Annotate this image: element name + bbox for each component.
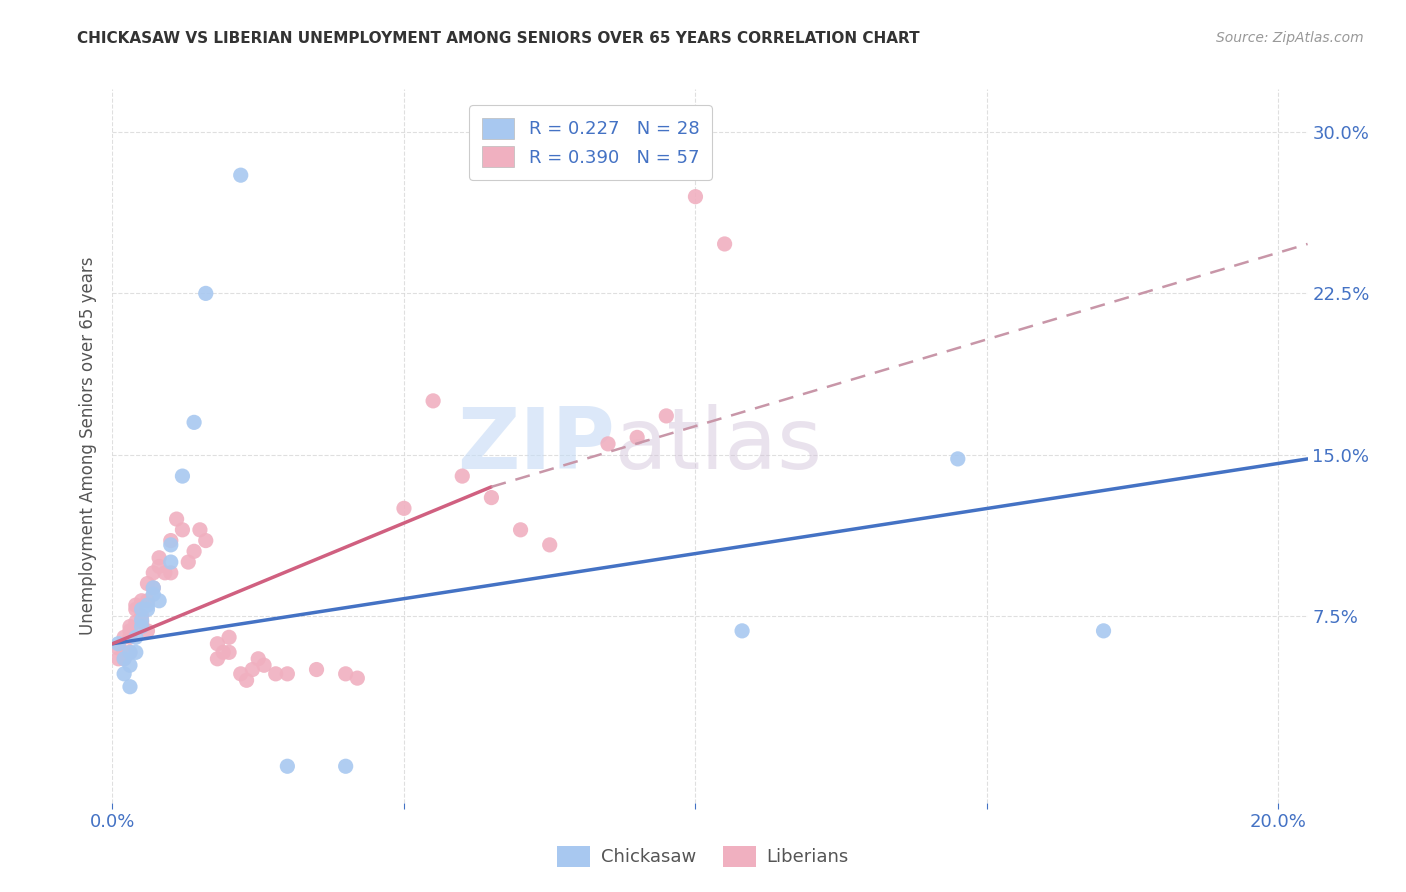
Point [212, 645, 235, 659]
Point [207, 637, 229, 651]
Point [136, 576, 159, 591]
Point [136, 593, 159, 607]
Point [207, 652, 229, 666]
Point [131, 593, 153, 607]
Point [153, 566, 176, 580]
Point [713, 236, 735, 251]
Point [655, 409, 678, 423]
Text: atlas: atlas [614, 404, 823, 488]
Point [125, 598, 148, 612]
Point [218, 645, 240, 659]
Point [142, 581, 165, 595]
Point [596, 437, 619, 451]
Point [112, 630, 135, 644]
Point [142, 566, 165, 580]
Point [335, 666, 357, 681]
Point [131, 602, 153, 616]
Point [731, 624, 754, 638]
Point [346, 671, 368, 685]
Point [183, 544, 205, 558]
Point [509, 523, 531, 537]
Point [118, 645, 141, 659]
Point [118, 630, 141, 644]
Point [172, 523, 194, 537]
Point [118, 658, 141, 673]
Point [626, 430, 648, 444]
Point [172, 469, 194, 483]
Point [253, 658, 276, 673]
Point [276, 759, 298, 773]
Point [229, 666, 252, 681]
Point [131, 615, 153, 630]
Point [159, 566, 181, 580]
Point [229, 168, 252, 182]
Point [118, 624, 141, 638]
Point [247, 652, 270, 666]
Point [538, 538, 561, 552]
Point [194, 286, 217, 301]
Point [112, 652, 135, 666]
Point [242, 663, 264, 677]
Point [136, 624, 159, 638]
Point [148, 593, 170, 607]
Point [148, 550, 170, 565]
Point [125, 615, 148, 630]
Point [148, 559, 170, 574]
Point [142, 581, 165, 595]
Point [335, 759, 357, 773]
Point [107, 652, 129, 666]
Point [305, 663, 328, 677]
Point [131, 613, 153, 627]
Point [112, 666, 135, 681]
Point [188, 523, 211, 537]
Point [131, 619, 153, 633]
Point [1092, 624, 1115, 638]
Point [194, 533, 217, 548]
Point [422, 393, 444, 408]
Point [264, 666, 287, 681]
Point [112, 652, 135, 666]
Point [142, 587, 165, 601]
Point [136, 602, 159, 616]
Point [392, 501, 415, 516]
Point [166, 512, 188, 526]
Point [183, 415, 205, 429]
Point [107, 637, 129, 651]
Point [112, 645, 135, 659]
Point [136, 598, 159, 612]
Point [177, 555, 200, 569]
Point [118, 619, 141, 633]
Legend: R = 0.227   N = 28, R = 0.390   N = 57: R = 0.227 N = 28, R = 0.390 N = 57 [470, 105, 711, 179]
Point [118, 645, 141, 659]
Point [125, 602, 148, 616]
Text: ZIP: ZIP [457, 404, 614, 488]
Point [107, 641, 129, 656]
Point [159, 538, 181, 552]
Point [159, 533, 181, 548]
Point [125, 645, 148, 659]
Y-axis label: Unemployment Among Seniors over 65 years: Unemployment Among Seniors over 65 years [79, 257, 97, 635]
Point [276, 666, 298, 681]
Legend: Chickasaw, Liberians: Chickasaw, Liberians [550, 838, 856, 874]
Text: Source: ZipAtlas.com: Source: ZipAtlas.com [1216, 31, 1364, 45]
Point [481, 491, 503, 505]
Point [218, 630, 240, 644]
Point [125, 630, 148, 644]
Point [131, 608, 153, 623]
Text: CHICKASAW VS LIBERIAN UNEMPLOYMENT AMONG SENIORS OVER 65 YEARS CORRELATION CHART: CHICKASAW VS LIBERIAN UNEMPLOYMENT AMONG… [77, 31, 920, 46]
Point [118, 680, 141, 694]
Point [159, 555, 181, 569]
Point [451, 469, 474, 483]
Point [235, 673, 257, 688]
Point [946, 451, 969, 466]
Point [685, 189, 707, 203]
